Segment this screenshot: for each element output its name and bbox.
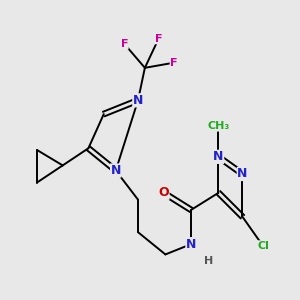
Text: O: O [158,186,169,199]
Text: N: N [213,150,224,163]
Text: F: F [121,39,128,49]
Text: F: F [155,34,162,44]
Text: N: N [186,238,196,251]
Text: N: N [133,94,143,107]
Text: CH₃: CH₃ [207,121,230,131]
Text: N: N [237,167,248,181]
Text: N: N [111,164,121,177]
Text: H: H [204,256,213,266]
Text: F: F [170,58,178,68]
Text: Cl: Cl [257,241,269,251]
